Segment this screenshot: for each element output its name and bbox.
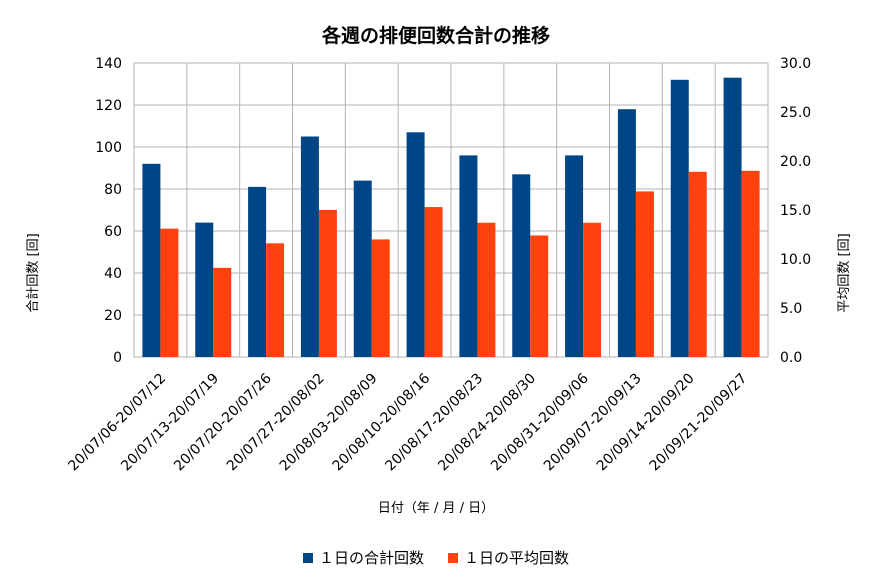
x-tick-label: 20/08/10-20/08/16 [330,370,434,474]
x-tick-label: 20/07/13-20/07/19 [118,371,222,475]
y-left-tick-label: 60 [104,224,122,240]
y-right-tick-label: 25.0 [780,105,811,121]
y-left-tick-label: 40 [104,266,122,282]
bar-average [688,171,707,357]
legend-swatch-total [302,553,313,563]
legend: １日の合計回数 １日の平均回数 [302,549,569,567]
bar-total [617,109,636,357]
x-tick-label: 20/08/17-20/08/23 [382,371,486,475]
y-left-tick-label: 100 [95,140,122,156]
bar-total [195,222,214,357]
bar-total [670,79,689,358]
x-tick-label: 20/09/07-20/09/13 [541,371,645,475]
y-axis-right-label: 平均回数 [回] [837,233,852,312]
bar-total [248,186,267,357]
bar-total [300,136,319,357]
x-tick-label: 20/09/21-20/09/27 [647,371,751,475]
gridlines [133,62,769,358]
x-tick-label: 20/07/20-20/07/26 [171,370,275,474]
x-tick-label: 20/07/06-20/07/12 [65,371,169,475]
bar-average [477,222,496,357]
bar-average [583,222,602,357]
bar-average [371,239,390,357]
bar-total [459,155,478,357]
bar-total [142,163,161,357]
y-left-tick-label: 0 [113,350,122,366]
x-axis-label: 日付（年 / 月 / 日） [378,501,494,516]
legend-label-average: １日の平均回数 [464,549,569,567]
x-tick-label: 20/08/31-20/09/06 [488,370,592,474]
bar-total [406,132,425,357]
bar-total [512,174,531,357]
bar-average [213,267,232,357]
bar-average [530,235,549,357]
bar-average [424,207,443,357]
chart-title: 各週の排便回数合計の推移 [321,24,550,47]
x-tick-label: 20/08/03-20/08/09 [277,371,381,475]
bar-average [160,228,179,357]
legend-swatch-average [448,553,458,563]
bar-total [723,77,742,357]
y-right-tick-label: 0.0 [780,350,802,366]
legend-label-total: １日の合計回数 [319,549,424,567]
bar-total [353,180,372,357]
x-axis: 20/07/06-20/07/1220/07/13-20/07/1920/07/… [65,370,750,474]
y-axis-left: 0 20 40 60 80 100 120 140 [95,56,122,366]
y-left-tick-label: 140 [95,56,122,72]
y-left-tick-label: 20 [104,308,122,324]
bar-total [565,155,584,357]
y-axis-left-label: 合計回数 [回] [25,233,41,312]
bar-average [635,191,654,357]
y-left-tick-label: 120 [95,98,122,114]
bar-average [741,170,760,357]
x-tick-label: 20/08/24-20/08/30 [435,371,539,475]
x-tick-label: 20/07/27-20/08/02 [224,371,328,475]
bar-average [318,210,337,357]
y-right-tick-label: 20.0 [780,154,811,170]
bars [142,77,760,358]
y-right-tick-label: 5.0 [780,301,802,317]
bar-average [266,243,285,357]
y-axis-right: 0.0 5.0 10.0 15.0 20.0 25.0 30.0 [780,56,811,366]
y-right-tick-label: 10.0 [780,252,811,268]
y-left-tick-label: 80 [104,182,122,198]
y-right-tick-label: 15.0 [780,203,811,219]
y-right-tick-label: 30.0 [780,56,811,72]
x-tick-label: 20/09/14-20/09/20 [594,371,698,475]
